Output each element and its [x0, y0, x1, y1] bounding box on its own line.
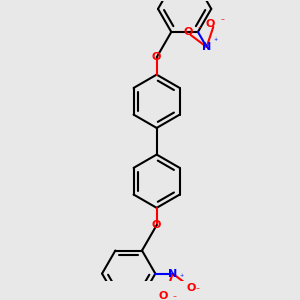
Text: O: O — [159, 291, 168, 300]
Text: O: O — [187, 283, 196, 293]
Text: $^-$: $^-$ — [196, 25, 202, 31]
Text: O: O — [183, 27, 193, 37]
Text: N: N — [168, 268, 177, 279]
Text: N: N — [202, 42, 211, 52]
Text: $^-$: $^-$ — [219, 16, 225, 22]
Text: O: O — [152, 52, 161, 62]
Text: $^+$: $^+$ — [178, 274, 185, 280]
Text: O: O — [206, 19, 215, 29]
Text: O: O — [152, 220, 161, 230]
Text: $^+$: $^+$ — [212, 38, 219, 44]
Text: $^-$: $^-$ — [171, 294, 178, 300]
Text: $^-$: $^-$ — [194, 286, 200, 292]
